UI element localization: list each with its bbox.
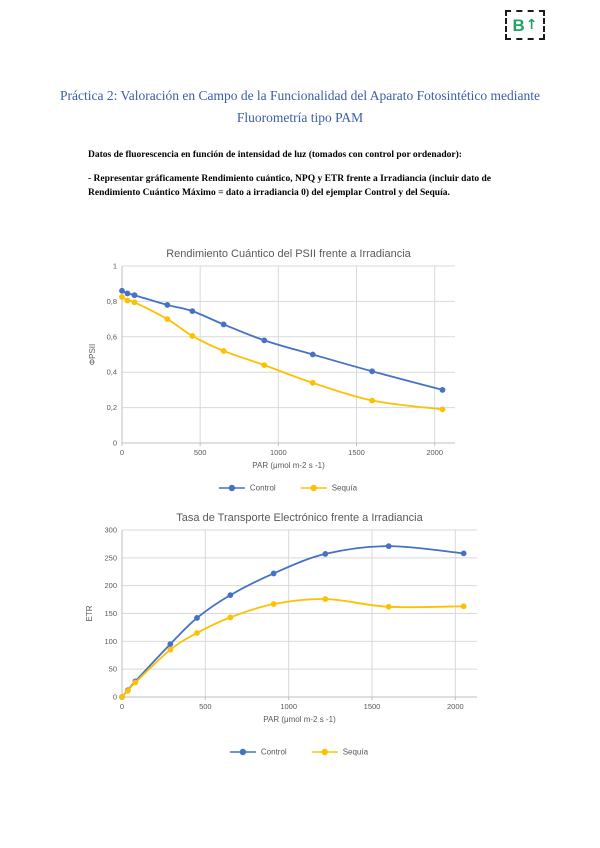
series-marker-control [220,321,227,328]
series-marker-control [369,368,376,375]
y-axis-label: ΦPSII [88,344,97,366]
series-marker-sequia [189,333,196,339]
y-tick-label: 1 [113,262,117,271]
legend-label-control: Control [261,748,287,757]
series-marker-control [385,543,392,550]
y-tick-label: 0,4 [107,368,117,377]
brand-badge: B ↑ [505,10,545,40]
legend-marker-sequia [310,484,317,492]
series-marker-sequia [124,687,131,694]
legend-marker-control [228,484,236,492]
series-marker-sequia [167,646,174,653]
series-marker-control [119,287,125,294]
chart-title: Rendimiento Cuántico del PSII frente a I… [166,248,411,260]
series-marker-sequia [119,294,125,300]
series-marker-sequia [439,406,446,413]
series-marker-sequia [270,601,277,607]
series-marker-sequia [227,614,234,621]
x-axis-label: PAR (μmol m-2 s -1) [263,715,336,724]
up-arrow-icon: ↑ [525,17,538,33]
series-marker-control [309,351,316,358]
y-axis-label: ETR [85,605,94,621]
series-marker-sequia [119,694,125,700]
series-marker-sequia [309,379,316,386]
series-marker-sequia [460,603,467,610]
series-marker-sequia [164,316,171,322]
y-tick-label: 200 [104,581,117,590]
series-marker-sequia [261,362,268,369]
x-tick-label: 1500 [348,448,365,457]
chart-title: Tasa de Transporte Electrónico frente a … [176,512,423,524]
series-marker-control [194,615,200,621]
x-tick-label: 0 [120,702,124,711]
y-tick-label: 0,8 [107,297,117,306]
legend-marker-control [239,748,247,756]
series-marker-control [439,387,446,393]
x-tick-label: 1000 [270,448,287,457]
y-tick-label: 0 [113,693,117,702]
series-marker-control [227,592,234,599]
y-tick-label: 150 [104,609,117,618]
x-tick-label: 2000 [447,702,464,711]
series-marker-control [164,302,171,308]
x-tick-label: 1000 [280,702,297,711]
series-line-sequia [121,598,465,698]
y-tick-label: 0,2 [107,403,117,412]
series-line-control [121,545,465,698]
y-tick-label: 0 [113,439,117,448]
series-marker-control [322,551,329,557]
x-tick-label: 500 [199,702,212,711]
series-line-sequia [121,296,444,411]
legend-label-sequia: Sequía [332,484,358,493]
series-marker-sequia [322,596,329,602]
paragraph-data-fluorescencia: Datos de fluorescencia en función de int… [88,150,462,160]
y-tick-label: 250 [104,553,117,562]
series-marker-control [270,570,277,577]
legend-item-sequia: Sequía [311,748,369,757]
x-tick-label: 500 [194,448,207,457]
y-tick-label: 50 [109,665,117,674]
series-marker-sequia [131,299,138,306]
x-axis-label: PAR (μmol m-2 s -1) [252,461,325,470]
y-tick-label: 100 [104,637,117,646]
series-marker-control [124,290,131,297]
page-title: Práctica 2: Valoración en Campo de la Fu… [60,88,540,125]
series-marker-control [189,308,196,315]
series-marker-sequia [194,630,200,636]
series-marker-sequia [220,348,227,354]
series-marker-control [460,550,467,557]
paragraph-representar: - Representar gráficamente Rendimiento c… [88,173,491,198]
x-tick-label: 0 [120,448,124,457]
legend-label-sequia: Sequía [343,748,369,757]
x-tick-label: 2000 [426,448,443,457]
legend-item-sequia: Sequía [300,484,358,493]
legend-marker-sequia [321,748,328,756]
body-text: Datos de fluorescencia en función de int… [88,149,518,210]
series-marker-sequia [369,397,376,404]
badge-letter: B [512,15,525,35]
series-marker-sequia [132,679,139,686]
series-marker-sequia [124,297,131,304]
series-marker-sequia [385,603,392,610]
series-marker-control [261,337,268,344]
x-tick-label: 1500 [364,702,381,711]
legend-item-control: Control [229,748,287,757]
series-marker-control [167,641,174,648]
y-tick-label: 300 [104,526,117,535]
legend-label-control: Control [250,484,276,493]
series-marker-control [131,292,138,299]
chart-rendimiento-cuantico: Rendimiento Cuántico del PSII frente a I… [88,248,455,493]
legend-item-control: Control [218,484,276,493]
y-tick-label: 0,6 [107,332,117,341]
chart-tasa-transporte: Tasa de Transporte Electrónico frente a … [85,512,477,757]
